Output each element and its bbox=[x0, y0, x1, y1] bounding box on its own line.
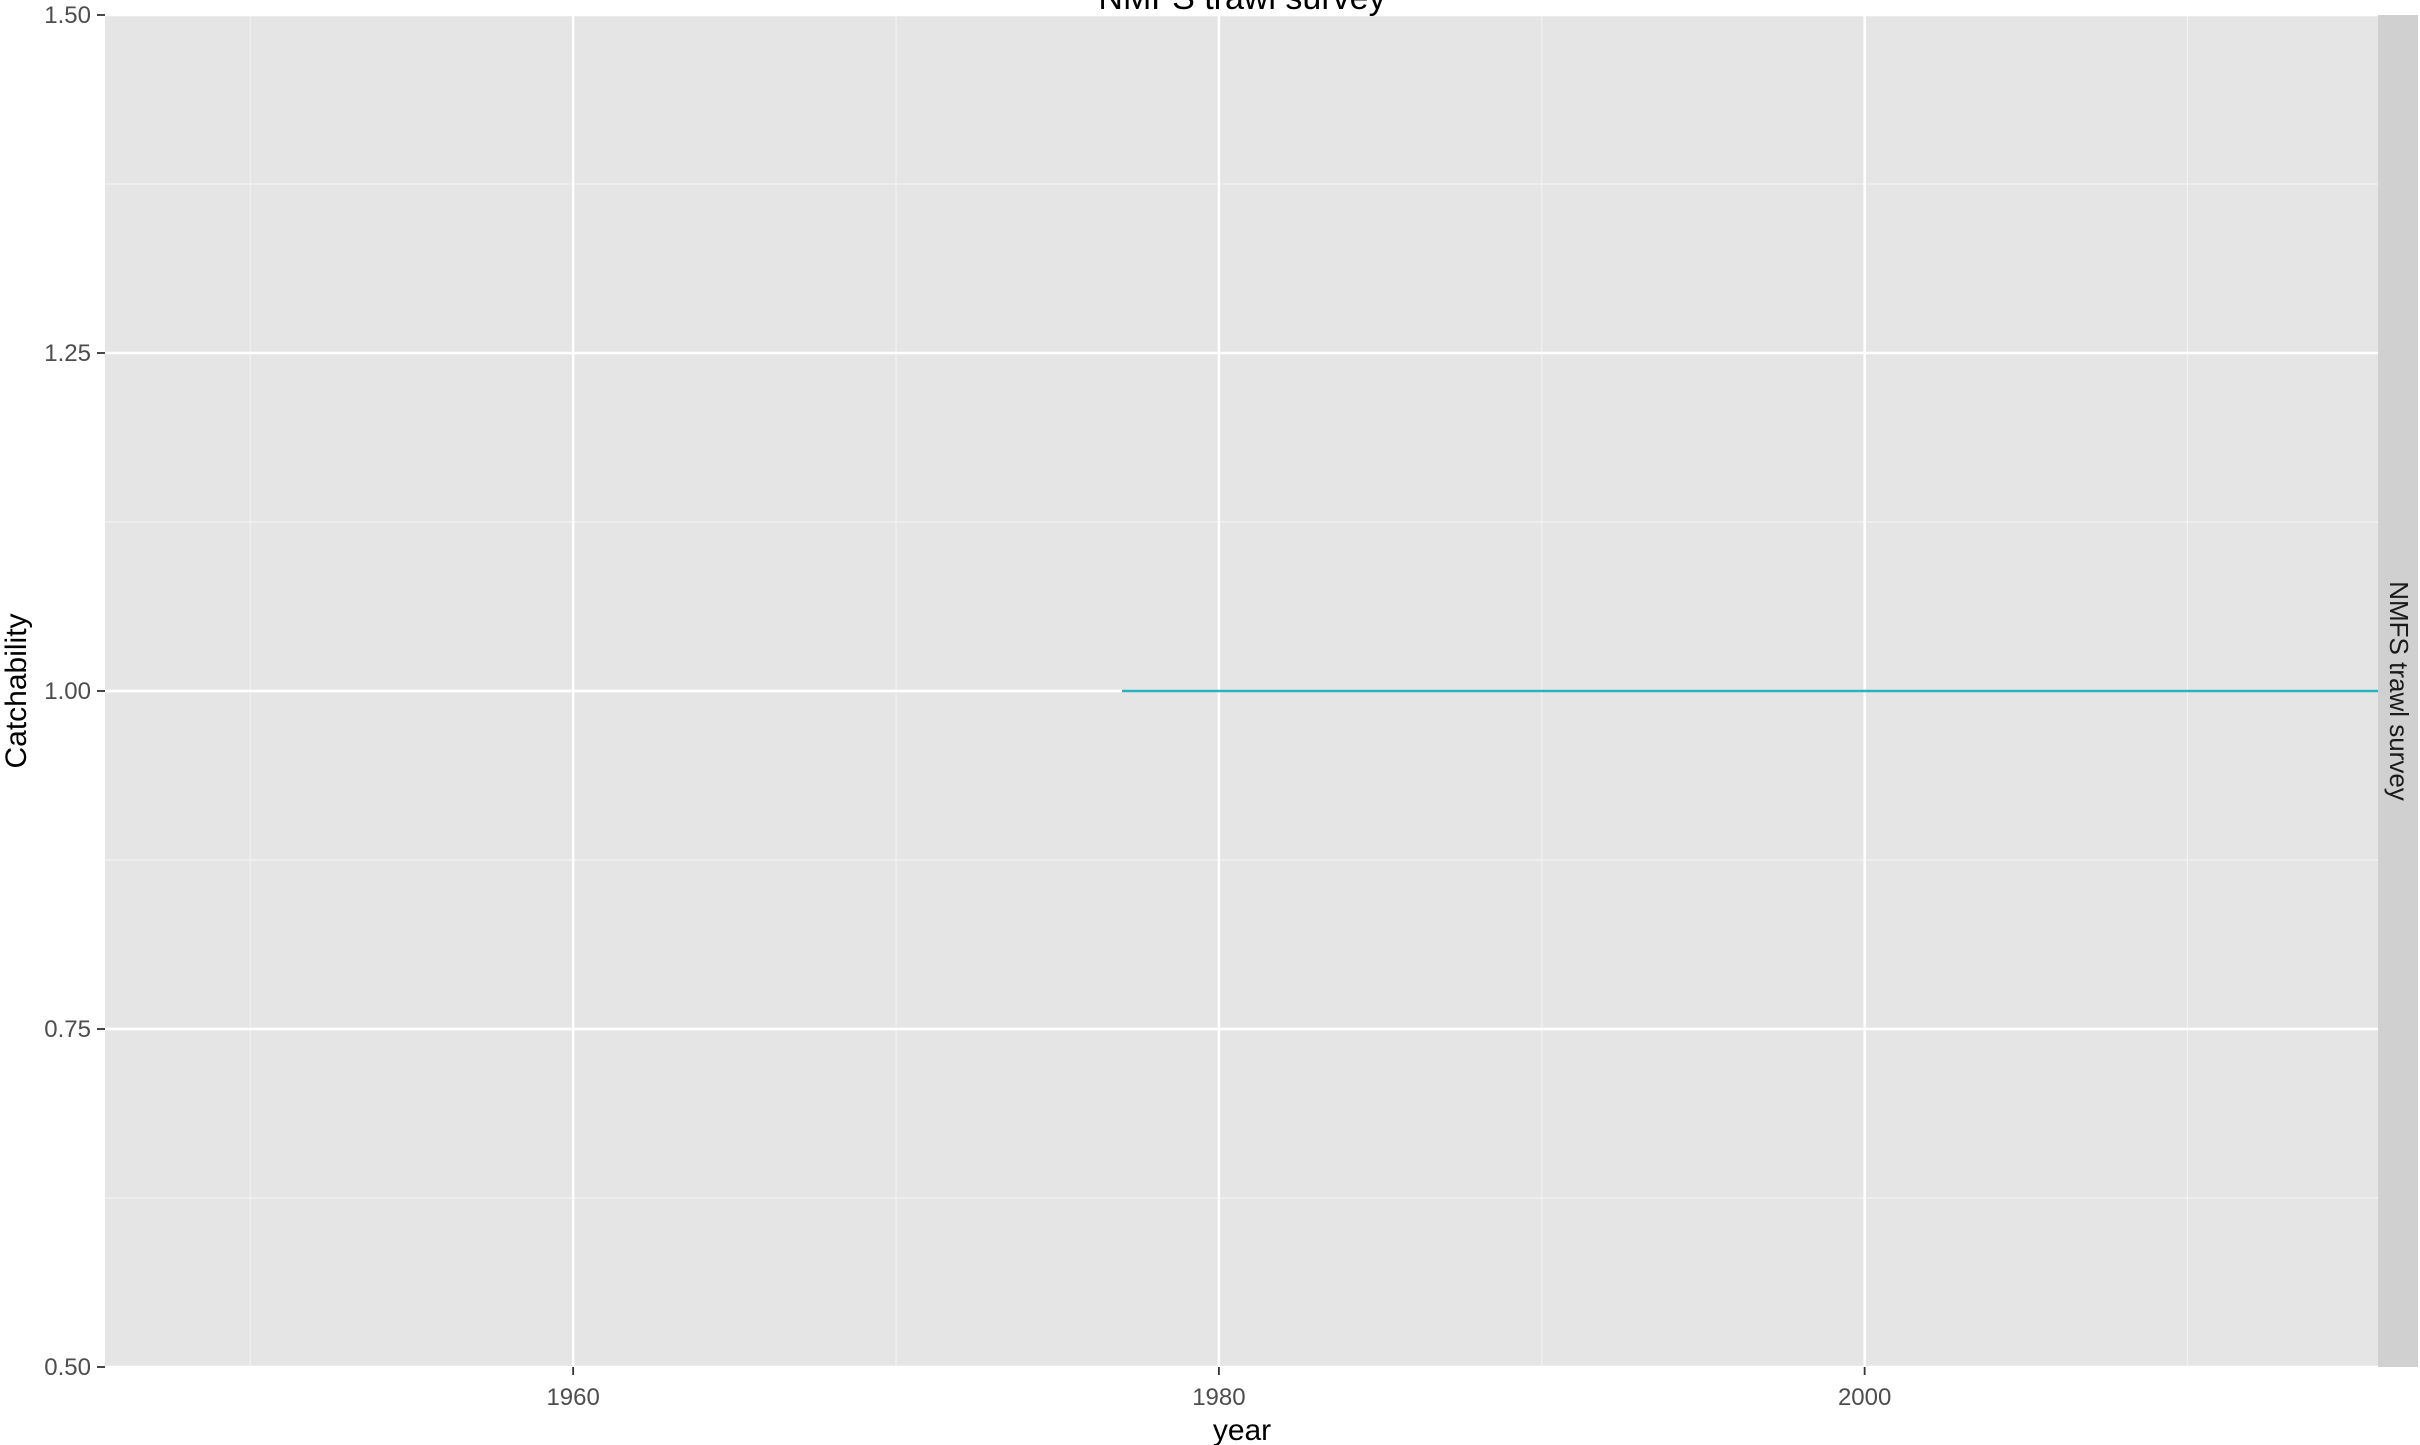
x-tick-label: 2000 bbox=[1838, 1384, 1891, 1411]
facet-strip bbox=[2378, 15, 2418, 1367]
y-axis: 0.50 0.75 1.00 1.25 1.50 bbox=[44, 2, 105, 1381]
y-tick-label: 1.00 bbox=[44, 678, 91, 705]
x-axis: 1960 1980 2000 bbox=[546, 1367, 1891, 1411]
facet-strip-label: NMFS trawl survey bbox=[2384, 581, 2414, 801]
y-tick-label: 0.50 bbox=[44, 1354, 91, 1381]
y-tick-label: 1.25 bbox=[44, 340, 91, 367]
x-tick-label: 1980 bbox=[1192, 1384, 1245, 1411]
y-tick-label: 1.50 bbox=[44, 2, 91, 29]
chart-title: NMFS trawl survey bbox=[1098, 0, 1385, 17]
x-axis-title: year bbox=[1213, 1414, 1271, 1445]
x-tick-label: 1960 bbox=[546, 1384, 599, 1411]
y-axis-title: Catchability bbox=[0, 613, 33, 768]
y-tick-label: 0.75 bbox=[44, 1016, 91, 1043]
